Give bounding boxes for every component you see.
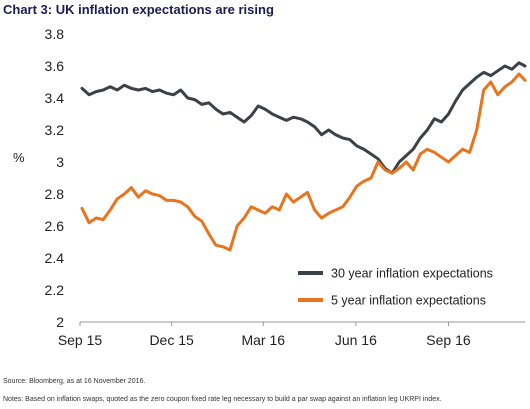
y-tick-label: 3 — [56, 154, 64, 170]
y-tick-label: 3.6 — [45, 58, 65, 74]
series-group — [80, 61, 527, 252]
source-note: Source: Bloomberg, as at 16 November 201… — [3, 378, 146, 385]
x-tick-label: Sep 15 — [58, 332, 103, 348]
y-tick-label: 3.8 — [45, 26, 65, 42]
footnote: Notes: Based on inflation swaps, quoted … — [3, 396, 442, 403]
y-tick-label: 2.4 — [45, 250, 65, 266]
series-line-5y — [80, 72, 527, 252]
legend-label-5y: 5 year inflation expectations — [331, 294, 486, 308]
y-tick-label: 3.4 — [45, 90, 65, 106]
series-line-30y — [80, 61, 527, 175]
y-tick-label: 2 — [56, 314, 64, 330]
y-tick-label: 2.6 — [45, 218, 65, 234]
x-tick-label: Dec 15 — [149, 332, 194, 348]
y-tick-labels: 2 2.2 2.4 2.6 2.8 3 3.2 3.4 3.6 3.8 — [45, 26, 65, 330]
x-tick-labels: Sep 15 Dec 15 Mar 16 Jun 16 Sep 16 — [58, 322, 471, 348]
x-tick-label: Sep 16 — [426, 332, 471, 348]
x-tick-label: Jun 16 — [335, 332, 377, 348]
legend: 30 year inflation expectations 5 year in… — [298, 267, 493, 308]
legend-label-30y: 30 year inflation expectations — [331, 267, 493, 281]
y-tick-label: 2.2 — [45, 282, 65, 298]
y-axis-label: % — [13, 150, 25, 165]
x-tick-label: Mar 16 — [241, 332, 285, 348]
chart-title: Chart 3: UK inflation expectations are r… — [3, 2, 274, 17]
y-tick-label: 2.8 — [45, 186, 65, 202]
y-tick-label: 3.2 — [45, 122, 65, 138]
